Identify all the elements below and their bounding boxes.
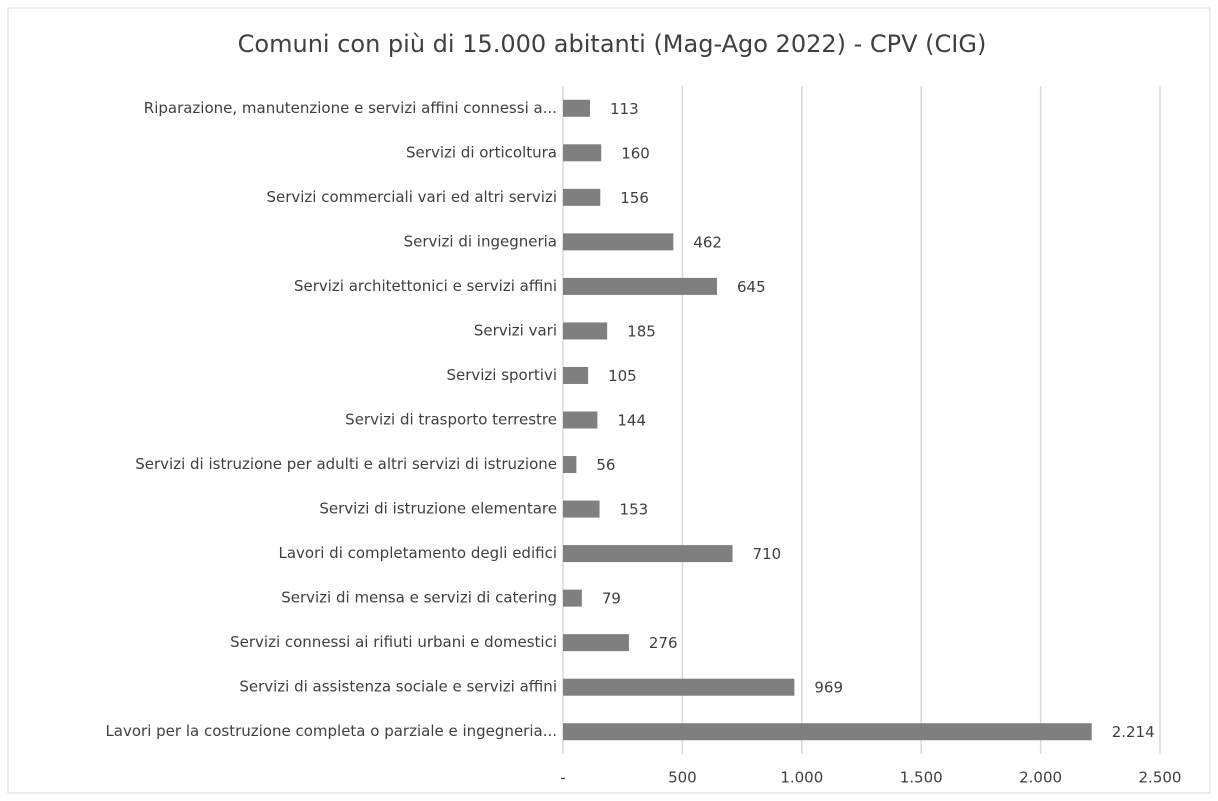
x-tick-label: -: [560, 769, 565, 787]
y-tick-label: Servizi di trasporto terrestre: [345, 411, 557, 429]
bar: [563, 188, 601, 206]
data-label: 185: [627, 322, 656, 340]
chart-title: Comuni con più di 15.000 abitanti (Mag-A…: [238, 30, 987, 58]
y-tick-label: Servizi di istruzione elementare: [319, 500, 557, 518]
data-label: 969: [814, 679, 843, 697]
data-label: 105: [608, 367, 637, 385]
y-tick-label: Servizi sportivi: [446, 366, 557, 384]
y-tick-label: Lavori per la costruzione completa o par…: [105, 722, 557, 740]
y-tick-label: Servizi connessi ai rifiuti urbani e dom…: [230, 633, 557, 651]
bar: [563, 723, 1092, 741]
data-label: 153: [620, 501, 649, 519]
data-label: 710: [753, 545, 782, 563]
data-label: 144: [617, 412, 646, 430]
y-tick-label: Servizi di ingegneria: [404, 232, 557, 250]
data-label: 56: [596, 456, 615, 474]
data-label: 156: [620, 189, 649, 207]
bar: [563, 678, 795, 696]
data-label: 113: [610, 100, 639, 118]
bar: [563, 99, 590, 117]
y-tick-label: Lavori di completamento degli edifici: [278, 544, 557, 562]
y-tick-label: Servizi commerciali vari ed altri serviz…: [266, 188, 557, 206]
bar: [563, 456, 577, 474]
bar: [563, 545, 733, 563]
bar: [563, 277, 718, 295]
y-tick-label: Servizi di istruzione per adulti e altri…: [135, 455, 557, 473]
y-tick-label: Servizi vari: [474, 321, 557, 339]
bar: [563, 233, 674, 251]
data-label: 160: [621, 144, 650, 162]
data-label: 276: [649, 634, 678, 652]
bar: [563, 411, 598, 429]
bar: [563, 589, 582, 607]
x-tick-label: 1.000: [780, 769, 823, 787]
x-tick-label: 500: [668, 769, 697, 787]
bar: [563, 144, 602, 162]
y-tick-label: Riparazione, manutenzione e servizi affi…: [144, 99, 557, 117]
data-label: 645: [737, 278, 766, 296]
data-label: 2.214: [1112, 723, 1155, 741]
bar: [563, 366, 589, 384]
x-tick-label: 1.500: [900, 769, 943, 787]
chart-frame: [7, 7, 1211, 794]
y-tick-label: Servizi di mensa e servizi di catering: [281, 589, 557, 607]
x-tick-label: 2.500: [1139, 769, 1182, 787]
bar: [563, 322, 608, 340]
y-tick-label: Servizi di assistenza sociale e servizi …: [239, 678, 557, 696]
y-tick-label: Servizi di orticoltura: [406, 143, 557, 161]
data-label: 462: [693, 233, 722, 251]
y-tick-label: Servizi architettonici e servizi affini: [294, 277, 557, 295]
data-label: 79: [602, 590, 621, 608]
bar: [563, 500, 600, 518]
bar: [563, 634, 629, 652]
x-tick-label: 2.000: [1019, 769, 1062, 787]
